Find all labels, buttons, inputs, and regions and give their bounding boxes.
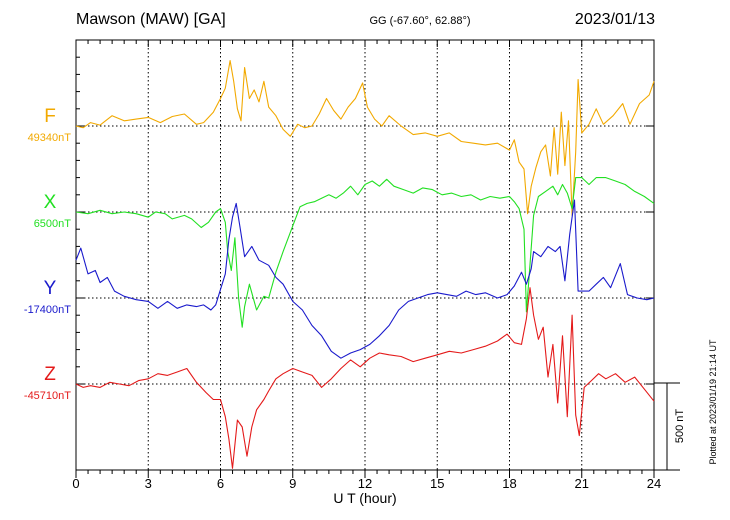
series-line-z [75, 287, 655, 469]
scale-bar: 500 nT [654, 382, 686, 471]
series-name-y: Y [44, 278, 57, 299]
series-line-x [75, 177, 655, 328]
x-axis-ticks: 0 3 6 9 12 15 18 21 24 [72, 40, 661, 491]
x-tick-label: 15 [430, 476, 444, 491]
plotted-timestamp: Plotted at 2023/01/19 21:14 UT [708, 339, 718, 465]
series-baseline-f: 49340nT [28, 132, 72, 144]
x-tick-label: 6 [217, 476, 224, 491]
series-line-y [75, 199, 655, 359]
x-axis-label: U T (hour) [333, 490, 396, 506]
x-tick-label: 21 [575, 476, 589, 491]
series-baseline-z: -45710nT [24, 390, 71, 402]
series-baseline-y: -17400nT [24, 304, 71, 316]
x-tick-label: 0 [72, 476, 79, 491]
series-group [75, 60, 655, 469]
grid-lines [76, 40, 654, 470]
series-line-f [75, 60, 655, 216]
series-labels: F 49340nT X 6500nT Y -17400nT Z -45710nT [24, 106, 71, 402]
x-tick-label: 9 [289, 476, 296, 491]
series-name-z: Z [44, 364, 56, 385]
station-title: Mawson (MAW) [GA] [76, 11, 226, 28]
date-label: 2023/01/13 [575, 11, 655, 28]
scale-bar-label: 500 nT [674, 409, 686, 444]
x-tick-label: 12 [358, 476, 372, 491]
series-name-x: X [44, 192, 57, 213]
x-tick-label: 24 [647, 476, 661, 491]
x-tick-label: 18 [502, 476, 516, 491]
x-tick-label: 3 [145, 476, 152, 491]
series-name-f: F [44, 106, 56, 127]
series-baseline-x: 6500nT [34, 218, 72, 230]
geographic-coords: GG (-67.60°, 62.88°) [369, 15, 470, 27]
